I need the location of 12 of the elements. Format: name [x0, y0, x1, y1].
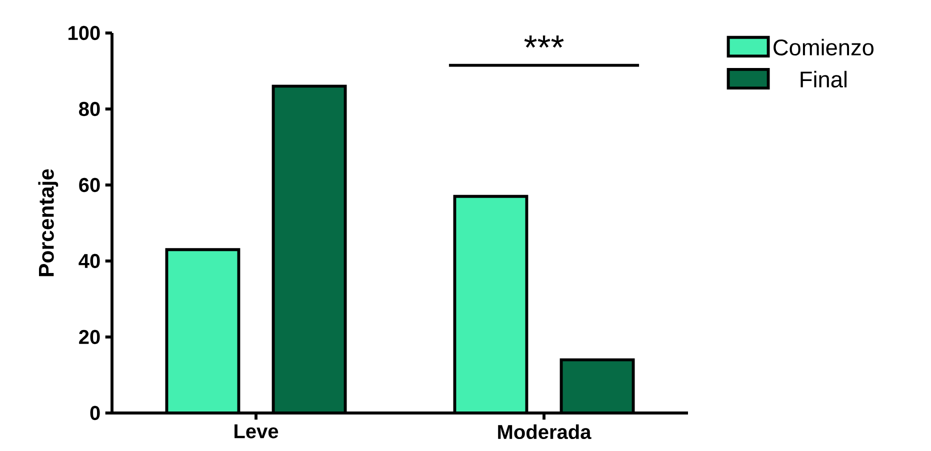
y-tick-label: 0: [90, 406, 100, 420]
y-tick-label: 60: [79, 178, 100, 192]
annotation: ***: [524, 35, 564, 48]
y-tick-label: 20: [79, 330, 100, 344]
legend-label: Comienzo: [774, 38, 874, 56]
y-tick-label: 40: [78, 254, 100, 268]
y-axis-title: Porcentaje: [38, 169, 58, 276]
x-tick-label: Moderada: [498, 424, 592, 440]
y-tick-label: 100: [68, 26, 100, 40]
x-tick-label: Leve: [234, 424, 278, 438]
legend-label: Final: [800, 70, 846, 88]
y-tick-label: 80: [79, 102, 100, 116]
